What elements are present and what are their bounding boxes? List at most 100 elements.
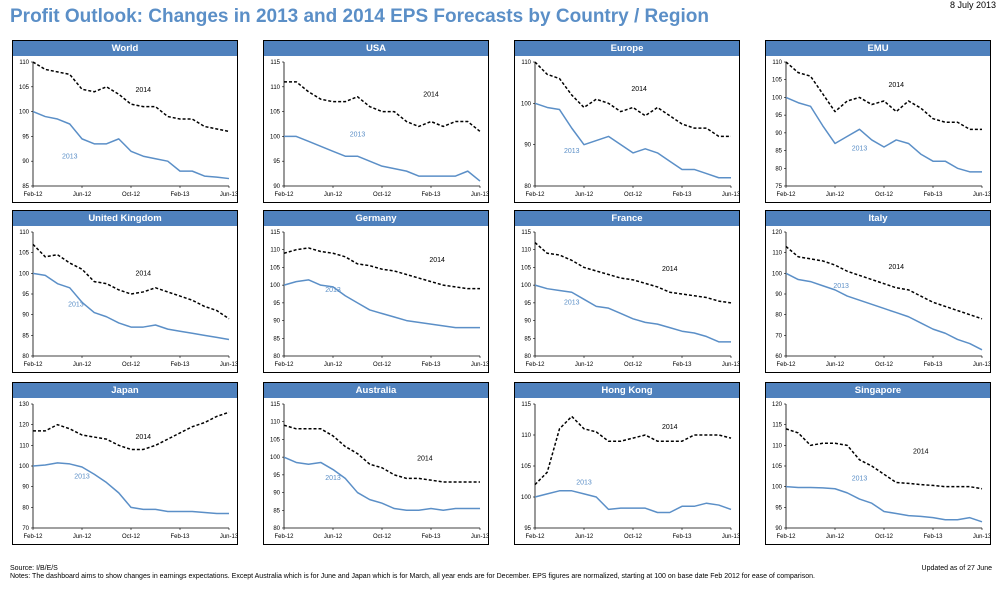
x-tick-label: Feb-13 (923, 534, 943, 540)
x-tick-label: Jun-13 (220, 362, 237, 368)
series-label-2014: 2014 (631, 86, 647, 93)
y-tick-label: 90 (22, 485, 29, 491)
y-tick-label: 100 (270, 134, 281, 140)
series-line-2013 (785, 96, 982, 173)
y-tick-label: 100 (521, 101, 532, 107)
line-chart: 80 85 90 95 100 105 110 115 Feb-12 Jun-12 Oct-12 Fe… (270, 230, 488, 368)
x-tick-label: Oct-12 (122, 534, 141, 540)
series-line-2013 (283, 456, 480, 512)
x-tick-label: Feb-12 (776, 534, 796, 540)
x-tick-label: Jun-13 (973, 534, 990, 540)
x-tick-label: Feb-13 (170, 192, 190, 198)
series-line-2013 (534, 490, 732, 514)
chart-title: Hong Kong (515, 383, 739, 398)
chart-title: USA (264, 41, 488, 56)
x-tick-label: Oct-12 (373, 192, 392, 198)
y-tick-label: 115 (270, 230, 280, 236)
series-label-2014: 2014 (888, 82, 904, 89)
y-tick-label: 75 (775, 184, 782, 190)
x-tick-label: Oct-12 (875, 192, 894, 198)
chart-panel-singapore: Singapore 90 95 100 105 110 115 120 Feb-12 Jun-12… (765, 382, 991, 545)
line-chart: 90 95 100 105 110 115 120 Feb-12 Jun-12 Oct-12 Feb… (772, 402, 990, 540)
y-tick-label: 100 (19, 464, 30, 470)
y-tick-label: 130 (19, 402, 30, 408)
y-tick-label: 85 (22, 184, 29, 190)
x-tick-label: Feb-12 (274, 192, 294, 198)
y-tick-label: 80 (524, 184, 531, 190)
series-label-2013: 2013 (564, 148, 580, 155)
x-tick-label: Feb-12 (776, 362, 796, 368)
x-tick-label: Jun-13 (471, 362, 488, 368)
y-tick-label: 115 (772, 423, 782, 429)
series-line-2014 (534, 415, 732, 486)
line-chart: 80 90 100 110 Feb-12 Jun-12 Oct-12 Feb-13 Jun-13… (521, 60, 739, 198)
y-tick-label: 80 (22, 505, 29, 511)
y-tick-label: 60 (775, 354, 782, 360)
series-line-2013 (32, 110, 230, 180)
y-tick-label: 100 (772, 95, 783, 101)
x-tick-label: Feb-12 (525, 534, 545, 540)
y-tick-label: 110 (521, 433, 531, 439)
y-tick-label: 80 (524, 354, 531, 360)
y-tick-label: 90 (273, 491, 280, 497)
series-line-2014 (32, 243, 230, 320)
x-tick-label: Jun-13 (722, 362, 739, 368)
y-tick-label: 70 (775, 333, 782, 339)
x-tick-label: Jun-12 (324, 534, 343, 540)
series-label-2013: 2013 (350, 131, 366, 138)
line-chart: 70 80 90 100 110 120 130 Feb-12 Jun-12 Oct-12 Feb-… (19, 402, 237, 540)
y-tick-label: 95 (775, 113, 782, 119)
y-tick-label: 100 (521, 283, 532, 289)
chart-panel-emu: EMU 75 80 85 90 95 100 105 110 Feb-12 Jun-12 Oct-12… (765, 40, 991, 203)
chart-title: World (13, 41, 237, 56)
y-tick-label: 100 (270, 283, 281, 289)
line-chart: 80 85 90 95 100 105 110 115 Feb-12 Jun-12 Oct-12 Fe… (521, 230, 739, 368)
y-tick-label: 100 (521, 495, 532, 501)
y-tick-label: 70 (22, 526, 29, 532)
chart-title: EMU (766, 41, 990, 56)
series-label-2014: 2014 (662, 266, 678, 273)
y-tick-label: 110 (19, 230, 29, 236)
x-tick-label: Jun-12 (73, 534, 92, 540)
series-label-2013: 2013 (576, 480, 592, 487)
x-tick-label: Oct-12 (373, 534, 392, 540)
x-tick-label: Jun-13 (471, 534, 488, 540)
y-tick-label: 105 (270, 110, 281, 116)
y-tick-label: 90 (524, 143, 531, 149)
y-tick-label: 100 (772, 271, 783, 277)
series-line-2014 (32, 61, 230, 133)
chart-panel-hong-kong: Hong Kong 95 100 105 110 115 Feb-12 Jun-12 Oct-1… (514, 382, 740, 545)
line-chart: 80 85 90 95 100 105 110 Feb-12 Jun-12 Oct-12 Feb-1… (19, 230, 237, 368)
series-label-2013: 2013 (852, 146, 868, 153)
series-label-2014: 2014 (423, 92, 439, 99)
series-line-2014 (283, 424, 480, 483)
series-line-2013 (284, 135, 481, 182)
y-tick-label: 100 (19, 110, 30, 116)
y-tick-label: 95 (524, 526, 531, 532)
chart-panel-italy: Italy 60 70 80 90 100 110 120 Feb-12 Jun-12 Oct-12… (765, 210, 991, 373)
x-tick-label: Feb-12 (274, 534, 294, 540)
y-tick-label: 105 (19, 251, 30, 257)
x-tick-label: Jun-12 (575, 192, 594, 198)
chart-title: Singapore (766, 383, 990, 398)
series-label-2014: 2014 (135, 87, 151, 94)
line-chart: 85 90 95 100 105 110 Feb-12 Jun-12 Oct-12 Feb-13 J… (19, 60, 237, 198)
series-label-2014: 2014 (135, 270, 151, 277)
chart-panel-france: France 80 85 90 95 100 105 110 115 Feb-12 Jun-12 Oc… (514, 210, 740, 373)
chart-panel-japan: Japan 70 80 90 100 110 120 130 Feb-12 Jun-12 Oct-1… (12, 382, 238, 545)
y-tick-label: 85 (775, 149, 782, 155)
y-tick-label: 100 (772, 485, 783, 491)
y-tick-label: 110 (270, 248, 280, 254)
y-tick-label: 95 (22, 292, 29, 298)
series-line-2014 (785, 61, 982, 131)
series-line-2013 (534, 284, 731, 343)
x-tick-label: Jun-13 (471, 192, 488, 198)
y-tick-label: 85 (22, 333, 29, 339)
y-tick-label: 110 (521, 248, 531, 254)
y-tick-label: 105 (521, 464, 532, 470)
x-tick-label: Feb-13 (421, 362, 441, 368)
line-chart: 95 100 105 110 115 Feb-12 Jun-12 Oct-12 Feb-13 Ju… (521, 402, 739, 540)
y-tick-label: 105 (270, 437, 281, 443)
x-tick-label: Oct-12 (875, 534, 894, 540)
y-tick-label: 90 (775, 526, 782, 532)
